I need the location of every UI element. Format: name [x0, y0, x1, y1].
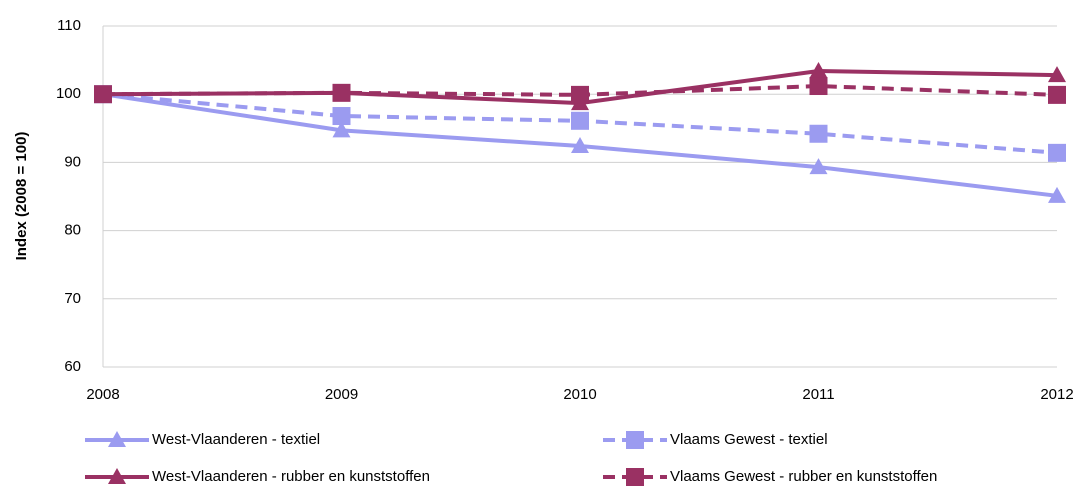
marker — [94, 85, 112, 104]
legend-label: Vlaams Gewest - textiel — [670, 431, 828, 448]
marker — [809, 77, 828, 96]
marker — [809, 124, 828, 143]
marker — [108, 468, 126, 484]
y-tick-label: 70 — [64, 290, 81, 307]
marker — [809, 158, 828, 175]
marker — [1048, 66, 1066, 83]
marker — [332, 83, 351, 102]
marker — [809, 62, 828, 79]
marker — [332, 107, 351, 126]
x-tick-label: 2008 — [86, 386, 119, 403]
marker — [571, 137, 589, 154]
marker — [1048, 186, 1066, 203]
marker — [571, 111, 589, 130]
marker — [626, 431, 644, 449]
legend-label: Vlaams Gewest - rubber en kunststoffen — [670, 468, 937, 485]
marker — [626, 468, 644, 486]
x-tick-label: 2009 — [325, 386, 358, 403]
y-tick-label: 110 — [57, 17, 81, 34]
marker — [1048, 143, 1066, 162]
y-tick-label: 60 — [64, 358, 81, 375]
y-axis-label: Index (2008 = 100) — [13, 132, 30, 261]
y-tick-label: 80 — [64, 222, 81, 239]
marker — [1048, 85, 1066, 104]
x-tick-label: 2012 — [1040, 386, 1073, 403]
legend-label: West-Vlaanderen - textiel — [152, 431, 320, 448]
marker — [332, 121, 351, 138]
legend-label: West-Vlaanderen - rubber en kunststoffen — [152, 468, 430, 485]
y-tick-label: 100 — [56, 85, 81, 102]
x-tick-label: 2010 — [563, 386, 596, 403]
marker — [108, 431, 126, 447]
y-tick-label: 90 — [64, 153, 81, 170]
x-tick-label: 2011 — [802, 386, 834, 403]
marker — [571, 85, 589, 104]
